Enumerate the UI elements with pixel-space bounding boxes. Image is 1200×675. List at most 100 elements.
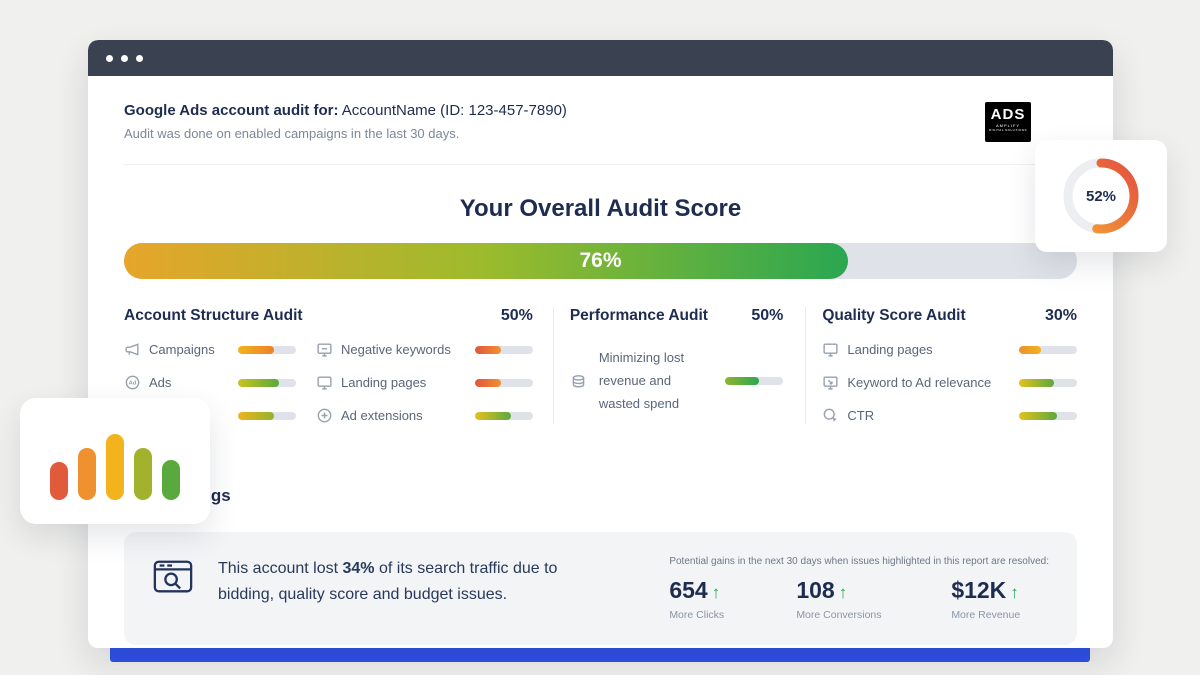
up-arrow-icon: ↑ <box>711 583 721 602</box>
section-score: 30% <box>1044 307 1077 324</box>
section-title: Quality Score Audit <box>822 307 966 324</box>
megaphone-icon <box>124 341 141 358</box>
report-header-text: Google Ads account audit for: AccountNam… <box>124 102 567 141</box>
report-title: Google Ads account audit for: AccountNam… <box>124 102 567 119</box>
logo-text: ADS <box>990 106 1026 123</box>
stat-value: $12K <box>951 577 1007 603</box>
section-title: Account Structure Audit <box>124 307 303 324</box>
stat-more-conversions: 108 ↑ More Conversions <box>796 577 896 621</box>
performance-audit-section: Performance Audit 50% Minimizing lost re… <box>552 307 806 424</box>
stat-more-clicks: 654 ↑ More Clicks <box>669 577 741 621</box>
up-arrow-icon: ↑ <box>1010 583 1019 602</box>
gauge-value: 52% <box>1085 187 1117 205</box>
audit-item-negative-keywords: Negative keywords <box>316 341 533 358</box>
keyword-relevance-icon <box>822 374 839 391</box>
audit-item-landing-pages: Landing pages <box>316 374 533 391</box>
section-score: 50% <box>751 307 784 324</box>
mini-progress-bar <box>238 345 296 354</box>
gauge-arc <box>1063 158 1139 234</box>
stat-label: More Conversions <box>796 609 882 621</box>
mini-progress-bar <box>1019 345 1077 354</box>
stat-label: More Clicks <box>669 609 725 621</box>
performance-description-line: wasted spend <box>598 395 680 411</box>
browser-window: Google Ads account audit for: AccountNam… <box>88 40 1113 648</box>
chart-bar <box>50 462 68 500</box>
audit-item-label: Campaigns <box>149 342 215 357</box>
window-control-dot[interactable] <box>136 54 143 62</box>
potential-gains: Potential gains in the next 30 days when… <box>669 556 1049 621</box>
svg-text:Ad: Ad <box>129 381 137 387</box>
mini-progress-bar <box>474 411 533 420</box>
account-structure-audit-section: Account Structure Audit 50% Campaigns <box>124 307 553 424</box>
performance-description-line: Minimizing lost <box>598 350 685 365</box>
mini-progress-bar <box>474 378 533 387</box>
audit-item-label: CTR <box>847 408 875 423</box>
audit-item-keyword-relevance: Keyword to Ad relevance <box>822 374 1077 391</box>
negative-keywords-icon <box>316 341 333 358</box>
chart-bar <box>162 460 180 500</box>
stat-value: 108 <box>796 577 835 603</box>
stat-label: More Revenue <box>951 609 1021 621</box>
chart-bar <box>106 434 124 500</box>
report-title-bold: Google Ads account audit for: <box>124 102 339 119</box>
footer-bar <box>110 645 1090 662</box>
coins-icon <box>570 373 587 390</box>
audit-item-label: Ad extensions <box>341 408 423 423</box>
section-header: Quality Score Audit 30% <box>822 307 1077 325</box>
window-control-dot[interactable] <box>106 54 113 62</box>
logo-subtext: AMPLIFY <box>995 123 1021 128</box>
section-score: 50% <box>500 307 533 324</box>
up-arrow-icon: ↑ <box>838 583 848 602</box>
performance-description: Minimizing lost revenue and wasted spend <box>599 347 684 415</box>
gauge-card: 52% <box>1035 140 1167 252</box>
quality-score-audit-section: Quality Score Audit 30% Landing pages <box>805 307 1077 424</box>
overall-score-bar: 76% <box>124 243 1077 279</box>
mini-progress-bar <box>1019 411 1077 420</box>
chart-bar <box>78 448 96 500</box>
performance-description-line: revenue and <box>598 372 672 388</box>
section-title: Performance Audit <box>569 307 708 324</box>
landing-page-icon <box>822 341 839 358</box>
section-header: Account Structure Audit 50% <box>124 307 533 325</box>
audit-item-label: Negative keywords <box>341 342 451 357</box>
stat-more-revenue: $12K ↑ More Revenue <box>951 577 1020 621</box>
chart-card <box>20 398 210 524</box>
landing-page-icon <box>316 374 333 391</box>
audit-item-label: Ads <box>149 375 172 390</box>
overall-progress-fill <box>124 243 849 279</box>
audit-item-label: Landing pages <box>847 342 933 357</box>
audit-item-ad-extensions: Ad extensions <box>316 407 533 424</box>
key-finding-suffix: of its search traffic due to bidding, qu… <box>218 560 558 603</box>
audit-item-ads: Ad Ads <box>124 374 296 391</box>
audit-item-label: Landing pages <box>341 375 427 390</box>
key-finding-prefix: This account lost <box>218 560 343 577</box>
chart-bars <box>20 430 210 500</box>
gauge-chart <box>1063 158 1139 234</box>
report-subtitle: Audit was done on enabled campaigns in t… <box>124 126 460 141</box>
overall-score-title: Your Overall Audit Score <box>459 195 742 222</box>
ads-badge-icon: Ad <box>124 374 141 391</box>
report-header: Google Ads account audit for: AccountNam… <box>124 76 1077 165</box>
ads-amplify-logo: ADS AMPLIFY DIGITAL SOLUTIONS <box>985 102 1031 142</box>
key-findings-panel: This account lost 34% of its search traf… <box>124 532 1077 645</box>
ad-extensions-icon <box>316 407 333 424</box>
key-finding-highlight: 34% <box>342 560 375 577</box>
mini-progress-bar <box>238 378 296 387</box>
stat-value: 654 <box>669 577 708 603</box>
logo-subtext-2: DIGITAL SOLUTIONS <box>988 128 1027 132</box>
ctr-icon <box>822 407 839 424</box>
mini-progress-bar <box>238 411 296 420</box>
audit-item-landing-pages: Landing pages <box>822 341 1077 358</box>
window-control-dot[interactable] <box>121 54 128 62</box>
mini-progress-bar <box>725 377 784 386</box>
mini-progress-bar <box>474 345 533 354</box>
key-finding-text: This account lost 34% of its search traf… <box>218 556 573 607</box>
audit-item-campaigns: Campaigns <box>124 341 296 358</box>
report-title-account: AccountName (ID: 123-457-7890) <box>338 102 567 119</box>
potential-gains-caption: Potential gains in the next 30 days when… <box>669 556 1049 567</box>
key-findings-heading: Key Findings <box>124 486 1077 506</box>
report-content: Google Ads account audit for: AccountNam… <box>88 76 1113 645</box>
section-header: Performance Audit 50% <box>570 307 784 325</box>
chart-bar <box>134 448 152 500</box>
